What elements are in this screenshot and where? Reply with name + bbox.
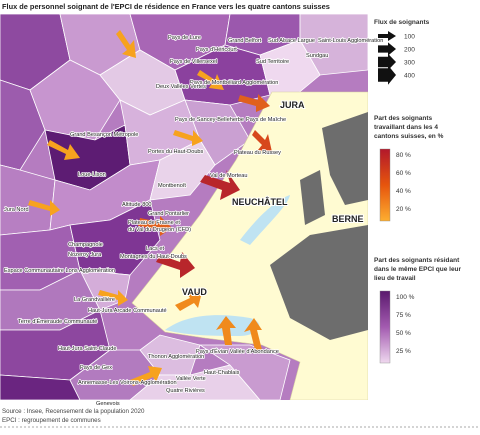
legend-title: lieu de travail <box>374 275 416 282</box>
canton-label: BERNE <box>332 214 364 224</box>
epci-label: Plateau de Frasne et <box>128 220 180 226</box>
epci-label: Terre d'Émeraude Communauté <box>18 318 97 325</box>
legend-label: 60 % <box>396 170 411 177</box>
epci-label: Loue-Lison <box>78 172 106 178</box>
legend-label: 75 % <box>396 312 411 319</box>
color-bar <box>379 148 391 222</box>
legend: Flux de soignants 100 200 300 400 Part des … <box>374 19 462 364</box>
lake <box>165 315 260 336</box>
legend-arrow <box>378 31 396 41</box>
epci-label: Pays de Gex <box>80 365 112 371</box>
flow-arrows <box>28 30 272 386</box>
epci-label: Quatre Rivières <box>166 388 205 394</box>
epci-label: Val de Morteau <box>210 173 248 179</box>
epci-label: Annemasse-Les Voirons-Agglomération <box>78 380 177 386</box>
legend-label: 100 % <box>396 294 415 301</box>
legend-arrow <box>378 42 396 56</box>
legend-title: cantons suisses, en % <box>374 133 444 140</box>
legend-label: 200 <box>404 47 415 54</box>
title: Flux de personnel soignant de l'EPCI de … <box>2 2 330 11</box>
source: EPCI : regroupement de communes <box>2 417 101 424</box>
epci-label: Sud Territoire <box>256 59 289 65</box>
epci-label: Nozeroy Jura <box>68 252 102 258</box>
legend-label: 50 % <box>396 330 411 337</box>
epci-label: Genevois <box>96 401 120 407</box>
epci-label: Haut-Jura Saint-Claude <box>58 346 116 352</box>
epci-label: Thonon Agglomération <box>148 354 204 360</box>
epci-label: Altitude 800 <box>122 202 152 208</box>
epci-label: Pays de Villersexel <box>170 59 217 65</box>
legend-title: dans le même EPCI que leur <box>374 266 462 273</box>
epci-label: Sundgau <box>306 53 328 59</box>
legend-arrow <box>378 53 396 71</box>
epci-label: Grand Besançon Métropole <box>70 132 138 138</box>
epci-label: Pays de Sancey-Belleherbe <box>175 117 244 123</box>
color-bar <box>379 290 391 364</box>
other-canton <box>322 112 368 205</box>
epci-label: Grand Pontarlier <box>148 211 189 217</box>
epci-label: Haut-Chablais <box>204 370 240 376</box>
legend-title: Part des soignants résidant <box>374 257 460 264</box>
epci-label: Pays d'Évian Vallée d'Abondance <box>196 348 279 355</box>
epci-label: Montbenoît <box>158 183 186 189</box>
legend-label: 40 % <box>396 188 411 195</box>
legend-label: 20 % <box>396 206 411 213</box>
epci-label: Deux Vallées Vertes <box>156 84 206 90</box>
epci-label: Pays d'Héricourt <box>196 47 237 53</box>
epci-label: Vallée Verte <box>176 376 206 382</box>
epci-label: Pays de Maîche <box>246 117 286 123</box>
other-canton <box>270 225 368 340</box>
epci-label: Champagnole <box>68 242 103 248</box>
epci-label: Espace Communautaire Lons Agglomération <box>4 268 115 274</box>
epci-label: Jura Nord <box>4 207 29 213</box>
canton-label: NEUCHÂTEL <box>232 196 288 207</box>
legend-label: 80 % <box>396 152 411 159</box>
legend-title: travaillant dans les 4 <box>374 124 438 131</box>
legend-title: Flux de soignants <box>374 19 430 26</box>
epci-areas <box>0 14 368 400</box>
legend-label: 25 % <box>396 348 411 355</box>
legend-arrow <box>378 65 396 85</box>
epci-label: Plateau du Russey <box>234 150 281 156</box>
epci-label: Grand Belfort <box>228 38 262 44</box>
epci-label: Lacs et <box>146 246 164 252</box>
legend-label: 400 <box>404 73 415 80</box>
legend-title: Part des soignants <box>374 115 433 122</box>
canton-label: VAUD <box>182 287 207 297</box>
epci-label: Saint-Louis Agglomération <box>318 38 383 44</box>
epci-label: Portes du Haut-Doubs <box>148 149 204 155</box>
epci-label: La Grandvallière <box>74 297 115 303</box>
epci-label: Sud Alsace Largue <box>268 38 315 44</box>
legend-label: 300 <box>404 60 415 67</box>
epci-label: Pays de Lure <box>168 35 201 41</box>
epci-label: Haut-Jura Arcade Communauté <box>88 308 167 314</box>
legend-label: 100 <box>404 34 415 41</box>
canton-label: JURA <box>280 100 305 110</box>
epci-label: Pays de Montbéliard Agglomération <box>190 80 278 86</box>
epci-label: du Val du Drugeon (CFD) <box>128 227 191 233</box>
map <box>0 14 368 400</box>
lake <box>240 195 290 245</box>
source: Source : Insee, Recensement de la popula… <box>2 408 145 415</box>
epci-label: Montagnes du Haut-Doubs <box>120 254 187 260</box>
other-canton <box>300 170 325 225</box>
